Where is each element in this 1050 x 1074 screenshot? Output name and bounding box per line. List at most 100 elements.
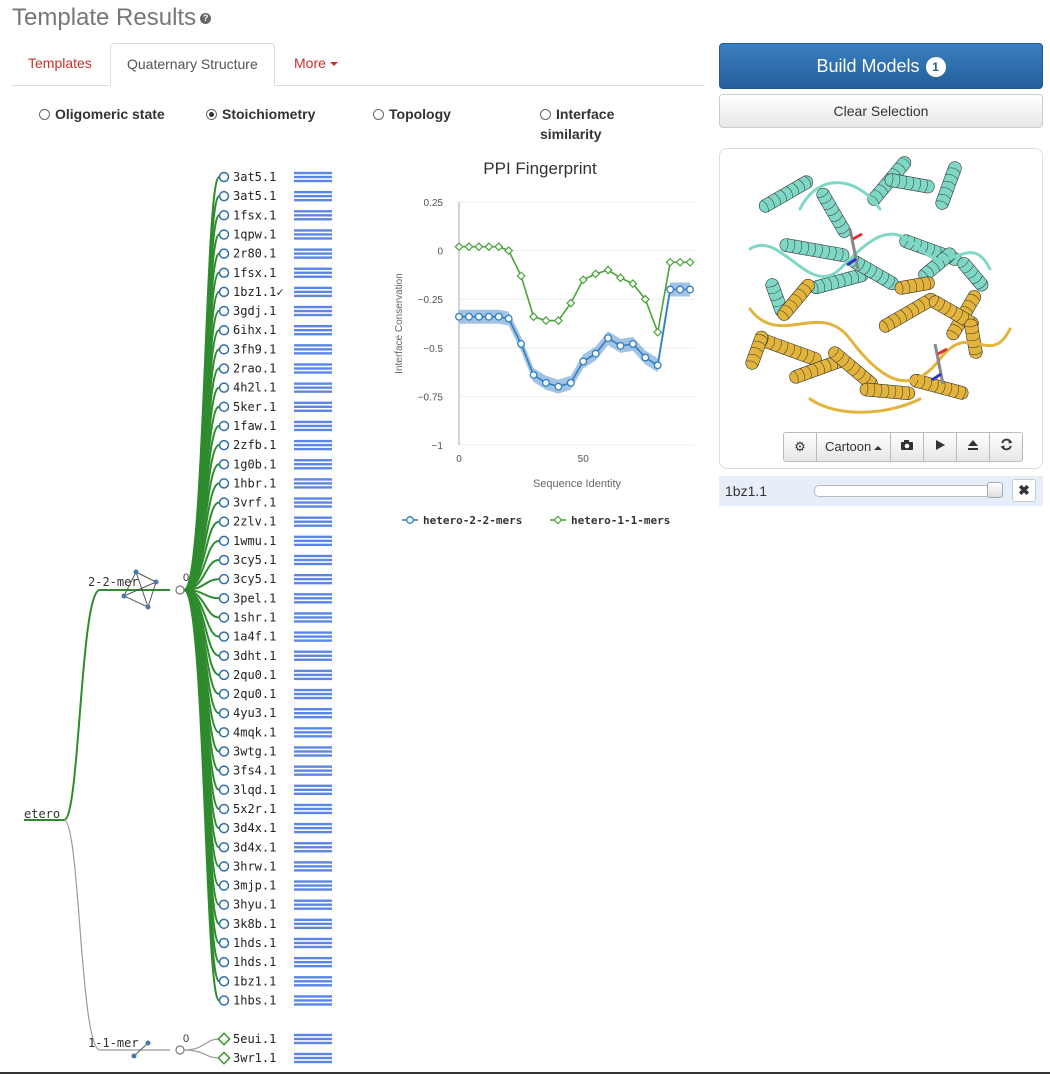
- refresh-icon[interactable]: [989, 432, 1024, 462]
- chain-bars: [294, 669, 332, 681]
- template-label[interactable]: 3d4x.1: [233, 821, 276, 835]
- template-label[interactable]: 1wmu.1: [233, 534, 276, 548]
- clear-selection-button[interactable]: Clear Selection: [719, 94, 1043, 128]
- play-icon[interactable]: [923, 432, 958, 462]
- template-label[interactable]: 1a4f.1: [233, 630, 276, 644]
- template-label[interactable]: 3cy5.1: [233, 553, 276, 567]
- template-label[interactable]: 1hds.1: [233, 936, 276, 950]
- template-label[interactable]: 3vrf.1: [233, 496, 276, 510]
- template-label[interactable]: 1g0b.1: [233, 457, 276, 471]
- template-label[interactable]: 3mjp.1: [233, 879, 276, 893]
- template-label[interactable]: 1shr.1: [233, 610, 276, 624]
- tree-root-label: etero: [24, 807, 60, 821]
- template-label[interactable]: 3at5.1: [233, 170, 276, 184]
- leaf-node: [218, 765, 230, 776]
- leaf-edge: [183, 1038, 220, 1051]
- camera-icon[interactable]: [890, 432, 925, 462]
- selected-template-row: 1bz1.1 ✖: [719, 476, 1043, 506]
- render-mode-dropdown[interactable]: Cartoon: [816, 432, 892, 462]
- leaf-node: [218, 995, 230, 1006]
- leaf-node: [218, 516, 230, 527]
- chain-bars: [294, 573, 332, 585]
- template-label[interactable]: 3lqd.1: [233, 783, 276, 797]
- template-label[interactable]: 5ker.1: [233, 400, 276, 414]
- chart-title: PPI Fingerprint: [483, 159, 597, 178]
- template-label[interactable]: 1qpw.1: [233, 227, 276, 241]
- tab-quaternary-structure[interactable]: Quaternary Structure: [110, 43, 275, 86]
- chain-bars: [294, 305, 332, 317]
- template-label[interactable]: 3gdj.1: [233, 304, 276, 318]
- template-label[interactable]: 3dht.1: [233, 649, 276, 663]
- template-label[interactable]: 2zlv.1: [233, 515, 276, 529]
- leaf-node: [218, 324, 230, 336]
- template-label[interactable]: 1bz1.1: [233, 974, 276, 988]
- slider-handle[interactable]: [987, 482, 1003, 498]
- eject-icon[interactable]: [956, 432, 991, 462]
- template-label[interactable]: 1faw.1: [233, 419, 276, 433]
- template-label[interactable]: 3d4x.1: [233, 840, 276, 854]
- chain-bars: [294, 210, 332, 221]
- template-label[interactable]: 2qu0.1: [233, 687, 276, 701]
- chain-bars: [294, 631, 332, 642]
- chain-bars: [294, 708, 332, 719]
- opacity-slider[interactable]: [814, 482, 1003, 498]
- template-label[interactable]: 2r80.1: [233, 247, 276, 261]
- leaf-node: [218, 784, 230, 796]
- radio-icon: [540, 109, 551, 120]
- close-icon[interactable]: ✖: [1012, 479, 1036, 502]
- template-label[interactable]: 2qu0.1: [233, 668, 276, 682]
- template-label[interactable]: 3k8b.1: [233, 917, 276, 931]
- data-point: [566, 378, 575, 387]
- data-point: [603, 265, 613, 275]
- group-label-1-1-mer: 1-1-mer: [88, 1036, 139, 1050]
- legend-marker: [406, 516, 414, 524]
- data-point: [686, 285, 694, 294]
- template-label[interactable]: 1hds.1: [233, 955, 276, 969]
- template-label[interactable]: 1hbr.1: [233, 476, 276, 490]
- template-label[interactable]: 3pel.1: [233, 591, 276, 605]
- template-label[interactable]: 3at5.1: [233, 189, 276, 203]
- group-count: 0: [183, 1033, 189, 1045]
- template-label[interactable]: 1hbs.1: [233, 993, 276, 1007]
- tab-templates[interactable]: Templates: [28, 55, 92, 71]
- template-label[interactable]: 3wr1.1: [233, 1051, 276, 1065]
- structure-viewer[interactable]: ⚙ Cartoon: [719, 148, 1043, 469]
- gear-icon[interactable]: ⚙: [783, 432, 817, 462]
- template-label[interactable]: 4mqk.1: [233, 725, 276, 739]
- y-tick-label: −0.75: [418, 392, 444, 403]
- template-label[interactable]: 3cy5.1: [233, 572, 276, 586]
- series-band-hetero-2-2-mers: [459, 282, 691, 394]
- template-label[interactable]: 3hyu.1: [233, 898, 276, 912]
- template-label[interactable]: 3fh9.1: [233, 342, 276, 356]
- template-label[interactable]: 4h2l.1: [233, 381, 276, 395]
- template-label[interactable]: 3fs4.1: [233, 764, 276, 778]
- data-point: [455, 312, 463, 321]
- help-icon[interactable]: ?: [200, 13, 212, 25]
- template-label[interactable]: 1bz1.1✓: [233, 285, 284, 299]
- template-label[interactable]: 1fsx.1: [233, 208, 276, 222]
- template-label[interactable]: 1fsx.1: [233, 266, 276, 280]
- chain-bars: [294, 727, 332, 738]
- template-label[interactable]: 5eui.1: [233, 1032, 276, 1046]
- tab-more[interactable]: More: [278, 43, 354, 84]
- chain-bars: [294, 248, 332, 259]
- group-count: 0: [183, 572, 189, 584]
- leaf-node: [218, 363, 230, 374]
- template-label[interactable]: 4yu3.1: [233, 706, 276, 720]
- template-label[interactable]: 2rao.1: [233, 362, 276, 376]
- radio-stoichiometry[interactable]: Stoichiometry: [206, 104, 315, 124]
- build-models-button[interactable]: Build Models 1: [719, 43, 1043, 89]
- leaf-node: [218, 190, 230, 202]
- template-label[interactable]: 3hrw.1: [233, 859, 276, 873]
- template-label[interactable]: 6ihx.1: [233, 323, 276, 337]
- radio-interface-similarity[interactable]: Interface similarity: [540, 104, 614, 144]
- radio-topology[interactable]: Topology: [373, 104, 451, 124]
- y-tick-label: 0: [437, 247, 443, 258]
- data-point: [454, 242, 464, 252]
- template-label[interactable]: 5x2r.1: [233, 802, 276, 816]
- template-label[interactable]: 3wtg.1: [233, 745, 276, 759]
- template-label[interactable]: 2zfb.1: [233, 438, 276, 452]
- protein-cartoon-image[interactable]: [720, 149, 1042, 429]
- chain-bars: [294, 688, 332, 700]
- radio-oligomeric-state[interactable]: Oligomeric state: [39, 104, 165, 124]
